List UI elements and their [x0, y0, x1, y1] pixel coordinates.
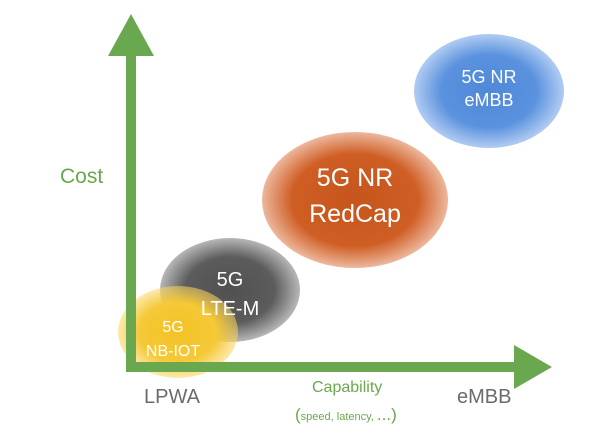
x-axis-arrowhead: [514, 345, 552, 389]
sublabel-text: speed, latency,: [300, 411, 377, 423]
y-axis-label: Cost: [60, 165, 104, 188]
nb-iot-label-line2: NB-IOT: [145, 343, 201, 360]
sublabel-close-paren: ): [391, 405, 397, 424]
y-axis-line: [126, 52, 136, 372]
lte-m-label: 5G LTE-M: [190, 266, 270, 324]
redcap-label: 5G NR RedCap: [280, 160, 430, 233]
x-axis-line: [126, 362, 520, 372]
x-axis-sublabel: (speed, latency, ...): [295, 405, 397, 425]
embb-label-line1: 5G NR: [461, 67, 517, 87]
nb-iot-label: 5G NB-IOT: [128, 316, 218, 364]
sublabel-ellipsis: ...: [376, 405, 392, 424]
embb-label-line2: eMBB: [464, 89, 514, 110]
redcap-label-line1: 5G NR: [316, 164, 394, 192]
lte-m-label-line1: 5G: [216, 269, 244, 291]
sublabel-open-paren: (: [295, 405, 301, 424]
lte-m-label-line2: LTE-M: [200, 298, 260, 320]
redcap-blob: [262, 132, 448, 268]
y-axis-arrowhead: [108, 14, 154, 56]
redcap-label-line2: RedCap: [309, 200, 401, 229]
x-axis-start-label: LPWA: [144, 386, 200, 408]
nb-iot-label-line1: 5G: [162, 319, 184, 336]
embb-blob: [414, 34, 564, 148]
x-axis-end-label: eMBB: [457, 386, 512, 408]
embb-label: 5G NR eMBB: [439, 66, 539, 111]
x-axis-label: Capability: [312, 379, 383, 396]
